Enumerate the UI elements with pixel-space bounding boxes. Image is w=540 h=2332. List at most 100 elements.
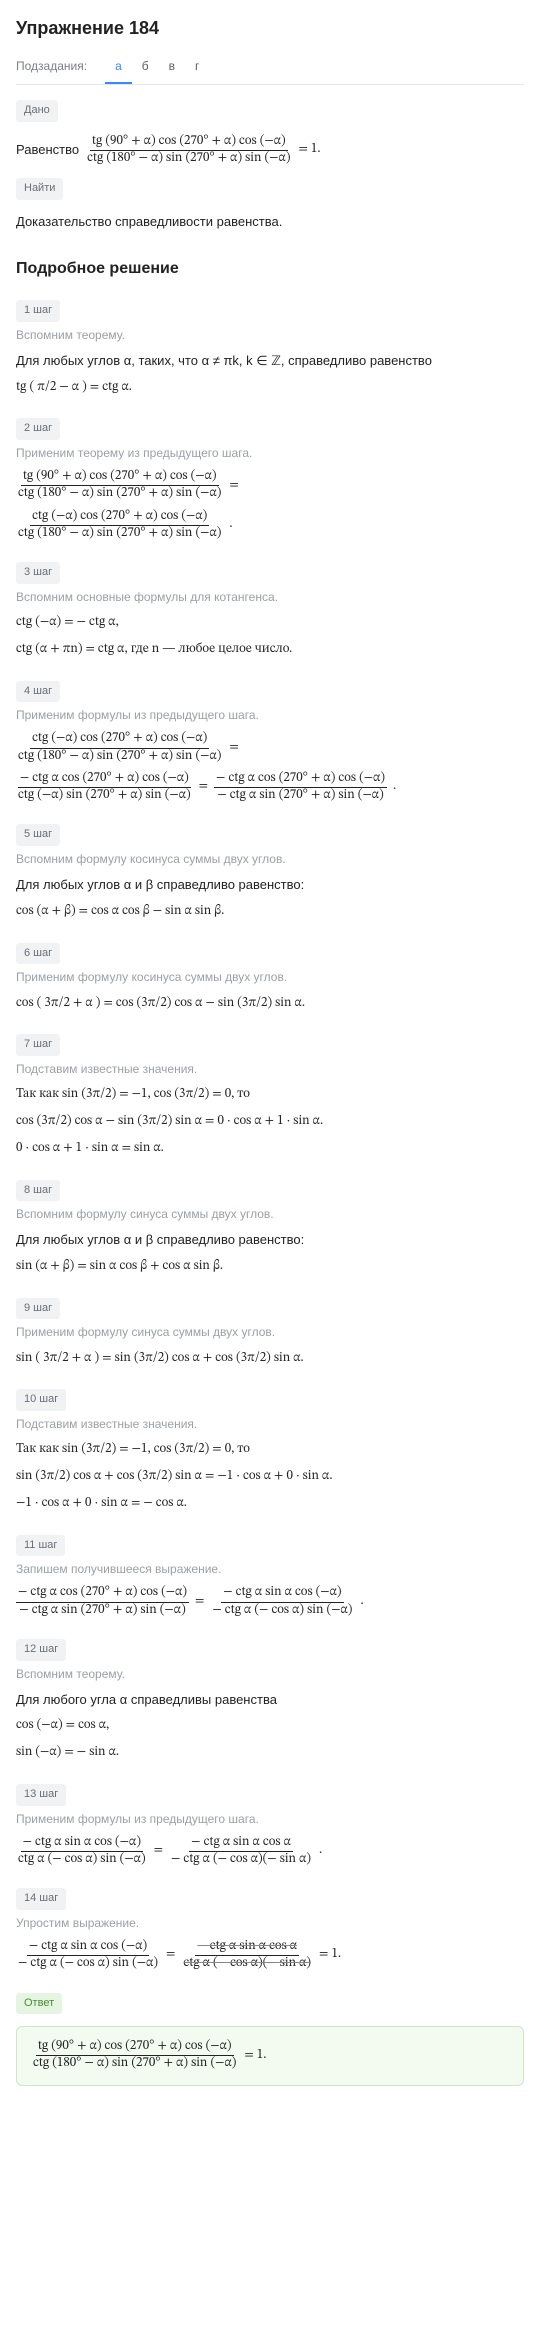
step-block: 2 шагПрименим теорему из предыдущего шаг… — [16, 404, 524, 542]
step-badge: 7 шаг — [16, 1034, 60, 1056]
step-line: ctg (−α) cos (270° + α) cos (−α)ctg (180… — [16, 509, 524, 543]
step-line: cos ( 3π/2 + α ) = cos (3π/2) cos α − si… — [16, 994, 524, 1015]
subtasks-row: Подзадания: а б в г — [16, 53, 524, 85]
step-line: tg ( π/2 − α ) = ctg α. — [16, 378, 524, 399]
answer-num: tg (90° + α) cos (270° + α) cos (−α) — [36, 2039, 234, 2056]
step-line: cos (−α) = cos α, — [16, 1716, 524, 1737]
step-block: 7 шаг Подставим известные значения. Так ка… — [16, 1020, 524, 1159]
step-text: Для любого угла α справедливы равенства — [16, 1690, 277, 1711]
fraction-den: ctg (180° − α) sin (270° + α) sin (−α) — [16, 749, 223, 765]
fraction-after: . — [319, 1841, 322, 1862]
step-line: sin (−α) = − sin α. — [16, 1743, 524, 1764]
step-hint: Запишем получившееся выражение. — [16, 1560, 524, 1579]
step-fraction: ctg (−α) cos (270° + α) cos (−α)ctg (180… — [16, 509, 223, 543]
step-badge: 5 шаг — [16, 824, 60, 846]
fraction-num: ctg (−α) cos (270° + α) cos (−α) — [30, 731, 209, 748]
step-block: 13 шагПрименим формулы из предыдущего ша… — [16, 1770, 524, 1868]
fraction-den: − ctg α (− cos α)(− sin α) — [169, 1852, 313, 1868]
fraction-num: − ctg α sin α cos (−α) — [221, 1585, 343, 1602]
fraction-after: . — [360, 1592, 363, 1613]
step-badge: 9 шаг — [16, 1298, 60, 1320]
step-line: Для любых углов α, таких, что α ≠ πk, k … — [16, 351, 524, 372]
step-line: tg (90° + α) cos (270° + α) cos (−α)ctg … — [16, 469, 524, 503]
step-hint: Применим формулы из предыдущего шага. — [16, 1810, 524, 1829]
step-line: ctg (−α) = − ctg α, — [16, 613, 524, 634]
given-section: Дано Равенство tg (90° + α) cos (270° + … — [16, 99, 524, 167]
step-text: Для любых углов α, таких, что α ≠ πk, k … — [16, 351, 432, 372]
step-block: 5 шагВспомним формулу косинуса суммы дву… — [16, 810, 524, 922]
step-block: 14 шагУпростим выражение.− ctg α sin α c… — [16, 1874, 524, 1972]
step-math: cos (−α) = cos α, — [16, 1716, 109, 1737]
step-line: sin (α + β) = sin α cos β + cos α sin β. — [16, 1257, 524, 1278]
find-section: Найти Доказательство справедливости раве… — [16, 177, 524, 232]
step-hint: Вспомним теорему. — [16, 326, 524, 345]
step-fraction: tg (90° + α) cos (270° + α) cos (−α)ctg … — [16, 469, 223, 503]
fraction-num: tg (90° + α) cos (270° + α) cos (−α) — [21, 469, 219, 486]
step-hint: Применим формулы из предыдущего шага. — [16, 706, 524, 725]
steps-container: 1 шагВспомним теорему.Для любых углов α,… — [16, 286, 524, 1973]
fraction-num: ctg (−α) cos (270° + α) cos (−α) — [30, 509, 209, 526]
step-block: 9 шагПрименим формулу синуса суммы двух … — [16, 1284, 524, 1370]
step-block: 4 шаг Применим формулы из предыдущего шаг… — [16, 667, 524, 805]
answer-fraction: tg (90° + α) cos (270° + α) cos (−α) ctg… — [31, 2039, 238, 2073]
step-line: − ctg α cos (270° + α) cos (−α)− ctg α s… — [16, 1585, 524, 1619]
step-fraction-right: − ctg α sin α cos (−α)− ctg α (− cos α) … — [210, 1585, 354, 1619]
find-badge: Найти — [16, 178, 63, 200]
answer-badge: Ответ — [16, 1993, 62, 2015]
fraction-mid: = — [154, 1841, 163, 1862]
tab-v[interactable]: в — [159, 53, 185, 82]
subtasks-label: Подзадания: — [16, 57, 87, 82]
step-block: 1 шагВспомним теорему.Для любых углов α,… — [16, 286, 524, 398]
fraction-num: − ctg α sin α cos α — [195, 1939, 299, 1956]
step-badge: 4 шаг — [16, 681, 60, 703]
step-badge: 8 шаг — [16, 1180, 60, 1202]
step-text: Для любых углов α и β справедливо равенс… — [16, 1230, 304, 1251]
step-badge: 2 шаг — [16, 418, 60, 440]
step-line: cos (3π/2) cos α − sin (3π/2) sin α = 0 … — [16, 1112, 524, 1133]
step-hint: Вспомним основные формулы для котангенса… — [16, 588, 524, 607]
step-math: sin (−α) = − sin α. — [16, 1743, 119, 1764]
step-hint: Применим формулу косинуса суммы двух угл… — [16, 968, 524, 987]
fraction-num: − ctg α sin α cos α — [189, 1835, 293, 1852]
step-math: 0 · cos α + 1 · sin α = sin α. — [16, 1139, 164, 1160]
fraction-mid: = — [195, 1592, 204, 1613]
fraction-den: ctg α (− cos α) sin (−α) — [16, 1852, 148, 1868]
step-block: 10 шагПодставим известные значения.Так к… — [16, 1375, 524, 1514]
main-fraction: tg (90° + α) cos (270° + α) cos (−α) ctg… — [85, 134, 292, 168]
tab-a[interactable]: а — [105, 53, 132, 84]
step-line: − ctg α sin α cos (−α)ctg α (− cos α) si… — [16, 1835, 524, 1869]
step-line: 0 · cos α + 1 · sin α = sin α. — [16, 1139, 524, 1160]
main-eq-num: tg (90° + α) cos (270° + α) cos (−α) — [90, 134, 288, 151]
step-hint: Подставим известные значения. — [16, 1060, 524, 1079]
main-eq-den: ctg (180° − α) sin (270° + α) sin (−α) — [85, 151, 292, 167]
step-badge: 11 шаг — [16, 1535, 65, 1557]
step-line: Так как sin (3π/2) = −1, cos (3π/2) = 0,… — [16, 1085, 524, 1106]
step-fraction-left: − ctg α sin α cos (−α)ctg α (− cos α) si… — [16, 1835, 148, 1869]
step-line: − ctg α cos (270° + α) cos (−α)ctg (−α) … — [16, 771, 524, 805]
page-container: Упражнение 184 Подзадания: а б в г Дано … — [0, 0, 540, 2106]
step-math: −1 · cos α + 0 · sin α = − cos α. — [16, 1494, 187, 1515]
step-hint: Вспомним формулу синуса суммы двух углов… — [16, 1205, 524, 1224]
step-line: sin (3π/2) cos α + cos (3π/2) sin α = −1… — [16, 1467, 524, 1488]
fraction-den: − ctg α sin (270° + α) sin (−α) — [215, 788, 385, 804]
solution-heading: Подробное решение — [16, 256, 524, 282]
step-block: 8 шаг Вспомним формулу синуса суммы двух … — [16, 1166, 524, 1278]
fraction-den: − ctg α sin (270° + α) sin (−α) — [17, 1603, 187, 1619]
fraction-after: = — [229, 476, 238, 497]
step-math: sin (3π/2) cos α + cos (3π/2) sin α = −1… — [16, 1467, 333, 1488]
find-text: Доказательство справедливости равенства. — [16, 212, 524, 233]
step-line: Так как sin (3π/2) = −1, cos (3π/2) = 0,… — [16, 1440, 524, 1461]
step-badge: 14 шаг — [16, 1888, 66, 1910]
step-block: 6 шагПрименим формулу косинуса суммы дву… — [16, 929, 524, 1015]
fraction-after: . — [229, 515, 232, 536]
tab-g[interactable]: г — [185, 53, 209, 82]
fraction-after: . — [393, 777, 396, 798]
fraction-num: − ctg α sin α cos (−α) — [21, 1835, 143, 1852]
tab-b[interactable]: б — [132, 53, 159, 82]
fraction-num: − ctg α cos (270° + α) cos (−α) — [16, 1585, 189, 1602]
step-fraction-right: − ctg α sin α cos α− ctg α (− cos α)(− s… — [169, 1835, 313, 1869]
step-block: 3 шагВспомним основные формулы для котан… — [16, 548, 524, 660]
step-line: ctg (α + πn) = ctg α, где n — любое цело… — [16, 640, 524, 661]
answer-rhs: = 1. — [244, 2046, 266, 2067]
step-hint: Подставим известные значения. — [16, 1415, 524, 1434]
